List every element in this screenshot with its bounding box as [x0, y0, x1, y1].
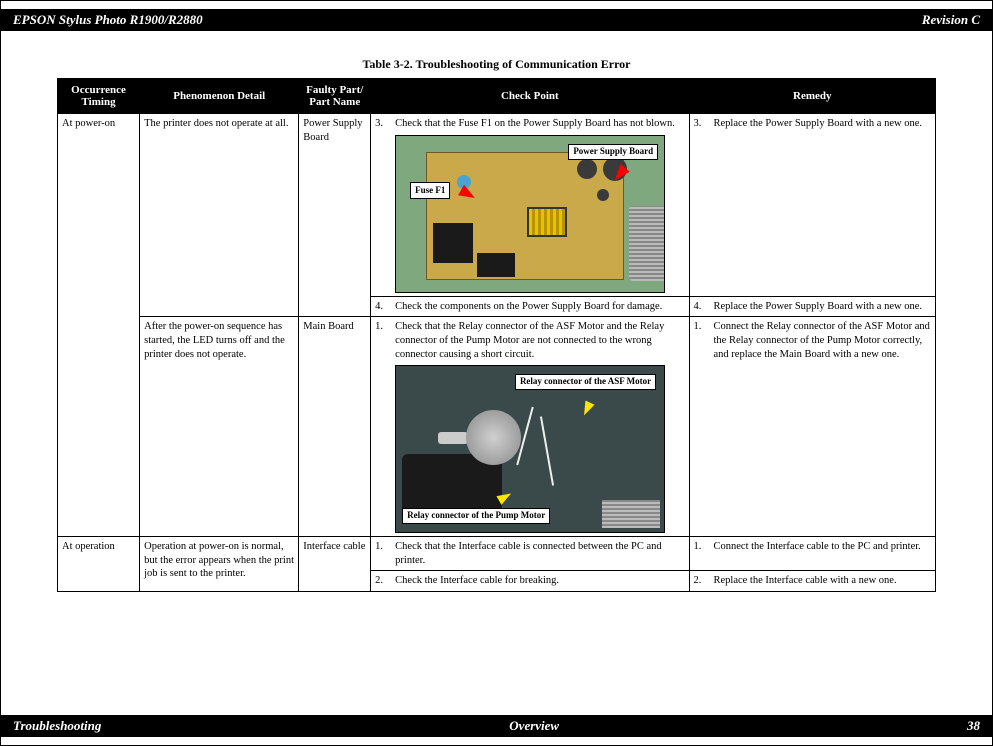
footer-bar: Troubleshooting Overview 38	[1, 715, 992, 737]
cell-faulty: Main Board	[299, 317, 371, 537]
cell-check: 3. Check that the Fuse F1 on the Power S…	[371, 114, 689, 297]
header-right: Revision C	[922, 12, 980, 28]
col-timing: Occurrence Timing	[58, 79, 140, 114]
ribbon-cable-icon	[629, 206, 665, 281]
cell-phenom: The printer does not operate at all.	[140, 114, 299, 317]
main-board-connectors-image: Relay connector of the ASF Motor Relay c…	[395, 365, 665, 533]
item-num: 1.	[694, 540, 708, 554]
item-text: Connect the Interface cable to the PC an…	[714, 540, 921, 554]
troubleshooting-table: Occurrence Timing Phenomenon Detail Faul…	[57, 78, 936, 592]
footer-right: 38	[967, 718, 980, 734]
cell-remedy: 4. Replace the Power Supply Board with a…	[689, 296, 936, 317]
callout-fuse: Fuse F1	[410, 182, 450, 200]
page-content: Table 3-2. Troubleshooting of Communicat…	[1, 31, 992, 592]
cell-remedy: 1. Connect the Interface cable to the PC…	[689, 537, 936, 571]
item-text: Replace the Power Supply Board with a ne…	[714, 117, 923, 131]
footer-left: Troubleshooting	[13, 718, 101, 734]
callout-asf: Relay connector of the ASF Motor	[515, 374, 656, 390]
cell-check: 1. Check that the Interface cable is con…	[371, 537, 689, 571]
item-text: Replace the Interface cable with a new o…	[714, 574, 897, 588]
item-num: 2.	[694, 574, 708, 588]
item-text: Check that the Fuse F1 on the Power Supp…	[395, 117, 675, 131]
table-header-row: Occurrence Timing Phenomenon Detail Faul…	[58, 79, 936, 114]
cell-check: 4. Check the components on the Power Sup…	[371, 296, 689, 317]
item-text: Connect the Relay connector of the ASF M…	[714, 320, 932, 361]
cell-faulty: Interface cable	[299, 537, 371, 592]
power-supply-board-image: Power Supply Board Fuse F1	[395, 135, 665, 293]
item-num: 3.	[694, 117, 708, 131]
item-text: Check the components on the Power Supply…	[395, 300, 662, 314]
col-phenomenon: Phenomenon Detail	[140, 79, 299, 114]
cell-faulty: Power Supply Board	[299, 114, 371, 317]
item-num: 4.	[375, 300, 389, 314]
item-num: 1.	[694, 320, 708, 361]
callout-psb: Power Supply Board	[568, 144, 658, 160]
cell-timing: At operation	[58, 537, 140, 592]
header-left: EPSON Stylus Photo R1900/R2880	[13, 12, 203, 28]
pcb-icon	[426, 152, 624, 280]
callout-pump: Relay connector of the Pump Motor	[402, 508, 550, 524]
item-num: 2.	[375, 574, 389, 588]
table-row: After the power-on sequence has started,…	[58, 317, 936, 537]
item-text: Replace the Power Supply Board with a ne…	[714, 300, 923, 314]
footer-center: Overview	[509, 718, 559, 734]
cell-phenom: After the power-on sequence has started,…	[140, 317, 299, 537]
col-remedy: Remedy	[689, 79, 936, 114]
cell-remedy: 2. Replace the Interface cable with a ne…	[689, 571, 936, 592]
cell-check: 2. Check the Interface cable for breakin…	[371, 571, 689, 592]
item-num: 1.	[375, 320, 389, 361]
item-num: 4.	[694, 300, 708, 314]
item-text: Check the Interface cable for breaking.	[395, 574, 559, 588]
col-check: Check Point	[371, 79, 689, 114]
col-faulty: Faulty Part/ Part Name	[299, 79, 371, 114]
motor-icon	[466, 410, 521, 465]
table-caption: Table 3-2. Troubleshooting of Communicat…	[57, 57, 936, 72]
table-row: At power-on The printer does not operate…	[58, 114, 936, 297]
item-text: Check that the Interface cable is connec…	[395, 540, 684, 567]
item-text: Check that the Relay connector of the AS…	[395, 320, 684, 361]
cell-check: 1. Check that the Relay connector of the…	[371, 317, 689, 537]
header-bar: EPSON Stylus Photo R1900/R2880 Revision …	[1, 9, 992, 31]
cell-timing: At power-on	[58, 114, 140, 537]
item-num: 1.	[375, 540, 389, 567]
cell-remedy: 3. Replace the Power Supply Board with a…	[689, 114, 936, 297]
item-num: 3.	[375, 117, 389, 131]
cell-remedy: 1. Connect the Relay connector of the AS…	[689, 317, 936, 537]
cell-phenom: Operation at power-on is normal, but the…	[140, 537, 299, 592]
table-row: At operation Operation at power-on is no…	[58, 537, 936, 571]
